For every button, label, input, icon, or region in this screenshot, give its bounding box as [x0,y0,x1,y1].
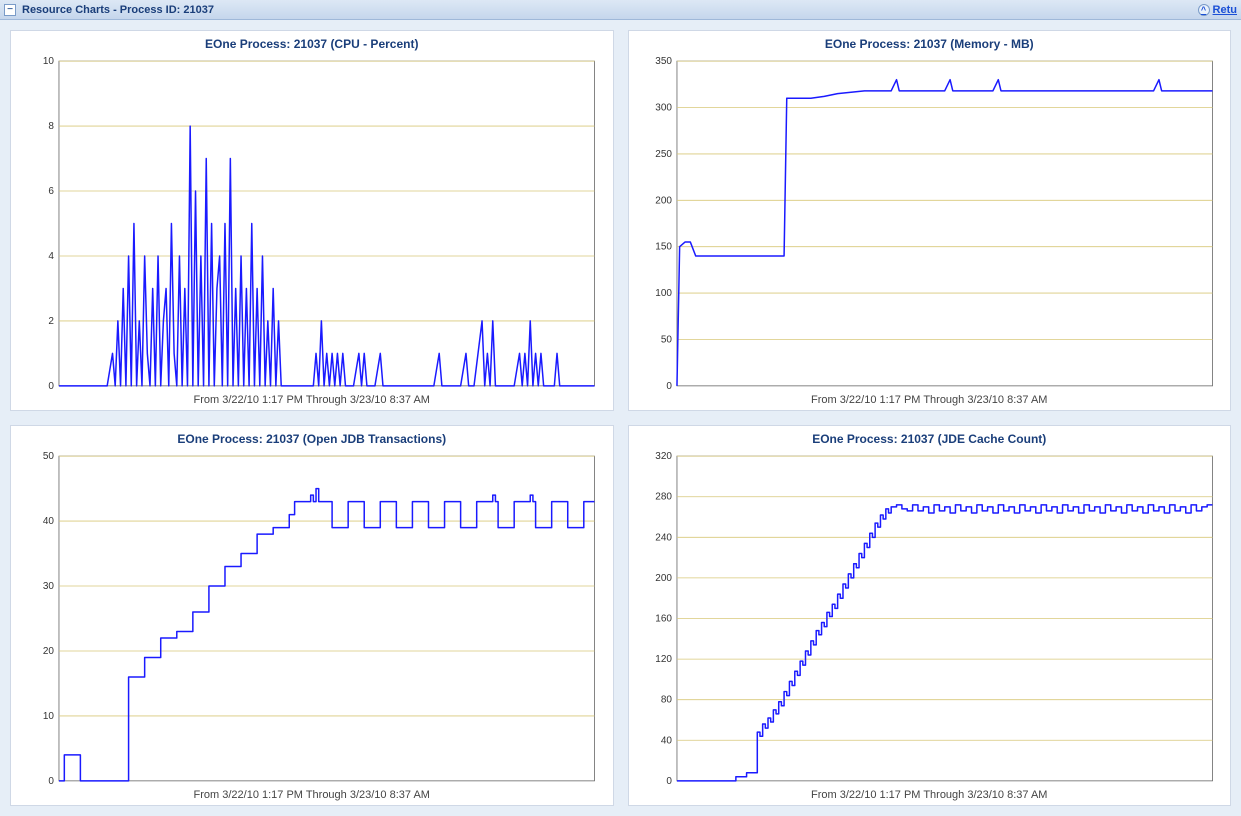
chart-caption: From 3/22/10 1:17 PM Through 3/23/10 8:3… [811,394,1047,406]
svg-text:20: 20 [43,646,55,657]
svg-text:250: 250 [655,149,672,160]
return-label: Retu [1213,4,1237,16]
svg-text:10: 10 [43,711,55,722]
collapse-icon[interactable]: − [4,4,16,16]
svg-text:350: 350 [655,56,672,67]
panel-title: Resource Charts - Process ID: 21037 [22,4,214,16]
svg-text:300: 300 [655,103,672,114]
svg-text:240: 240 [655,532,672,543]
svg-text:150: 150 [655,242,672,253]
chart-caption: From 3/22/10 1:17 PM Through 3/23/10 8:3… [811,789,1047,801]
svg-text:280: 280 [655,492,672,503]
chart-panel-cache: EOne Process: 21037 (JDE Cache Count) 0 4… [628,425,1232,806]
chart-panel-cpu: EOne Process: 21037 (CPU - Percent) 0 2 4 6… [10,30,614,411]
chart-cpu: 0 2 4 6 8 10 [19,55,605,392]
chart-panel-jdb: EOne Process: 21037 (Open JDB Transactio… [10,425,614,806]
svg-text:0: 0 [48,381,54,392]
chart-title: EOne Process: 21037 (Memory - MB) [825,37,1034,51]
svg-text:4: 4 [48,251,54,262]
chart-jdb: 0 10 20 30 40 50 [19,450,605,787]
chart-cache: 0 40 80 120 160 200 240 280 320 [637,450,1223,787]
svg-text:120: 120 [655,654,672,665]
chart-title: EOne Process: 21037 (JDE Cache Count) [812,432,1046,446]
svg-text:6: 6 [48,186,54,197]
svg-text:10: 10 [43,56,55,67]
chart-panel-memory: EOne Process: 21037 (Memory - MB) 0 50 100… [628,30,1232,411]
chart-title: EOne Process: 21037 (CPU - Percent) [205,37,418,51]
svg-text:40: 40 [43,516,55,527]
chart-caption: From 3/22/10 1:17 PM Through 3/23/10 8:3… [194,789,430,801]
svg-text:40: 40 [660,735,672,746]
svg-text:50: 50 [43,451,55,462]
svg-text:2: 2 [48,316,54,327]
svg-text:50: 50 [660,334,672,345]
chart-caption: From 3/22/10 1:17 PM Through 3/23/10 8:3… [194,394,430,406]
svg-text:200: 200 [655,195,672,206]
chart-title: EOne Process: 21037 (Open JDB Transactio… [177,432,446,446]
chart-memory: 0 50 100 150 200 250 300 350 [637,55,1223,392]
chart-grid: EOne Process: 21037 (CPU - Percent) 0 2 4 6… [0,20,1241,816]
svg-text:320: 320 [655,451,672,462]
svg-text:30: 30 [43,581,55,592]
panel-header: − Resource Charts - Process ID: 21037 ^ … [0,0,1241,20]
svg-text:0: 0 [666,381,672,392]
return-link[interactable]: ^ Retu [1198,4,1237,16]
svg-text:0: 0 [666,776,672,787]
svg-text:100: 100 [655,288,672,299]
svg-text:80: 80 [660,695,672,706]
svg-text:8: 8 [48,121,54,132]
svg-text:160: 160 [655,613,672,624]
return-icon: ^ [1198,4,1210,16]
svg-text:200: 200 [655,573,672,584]
svg-text:0: 0 [48,776,54,787]
